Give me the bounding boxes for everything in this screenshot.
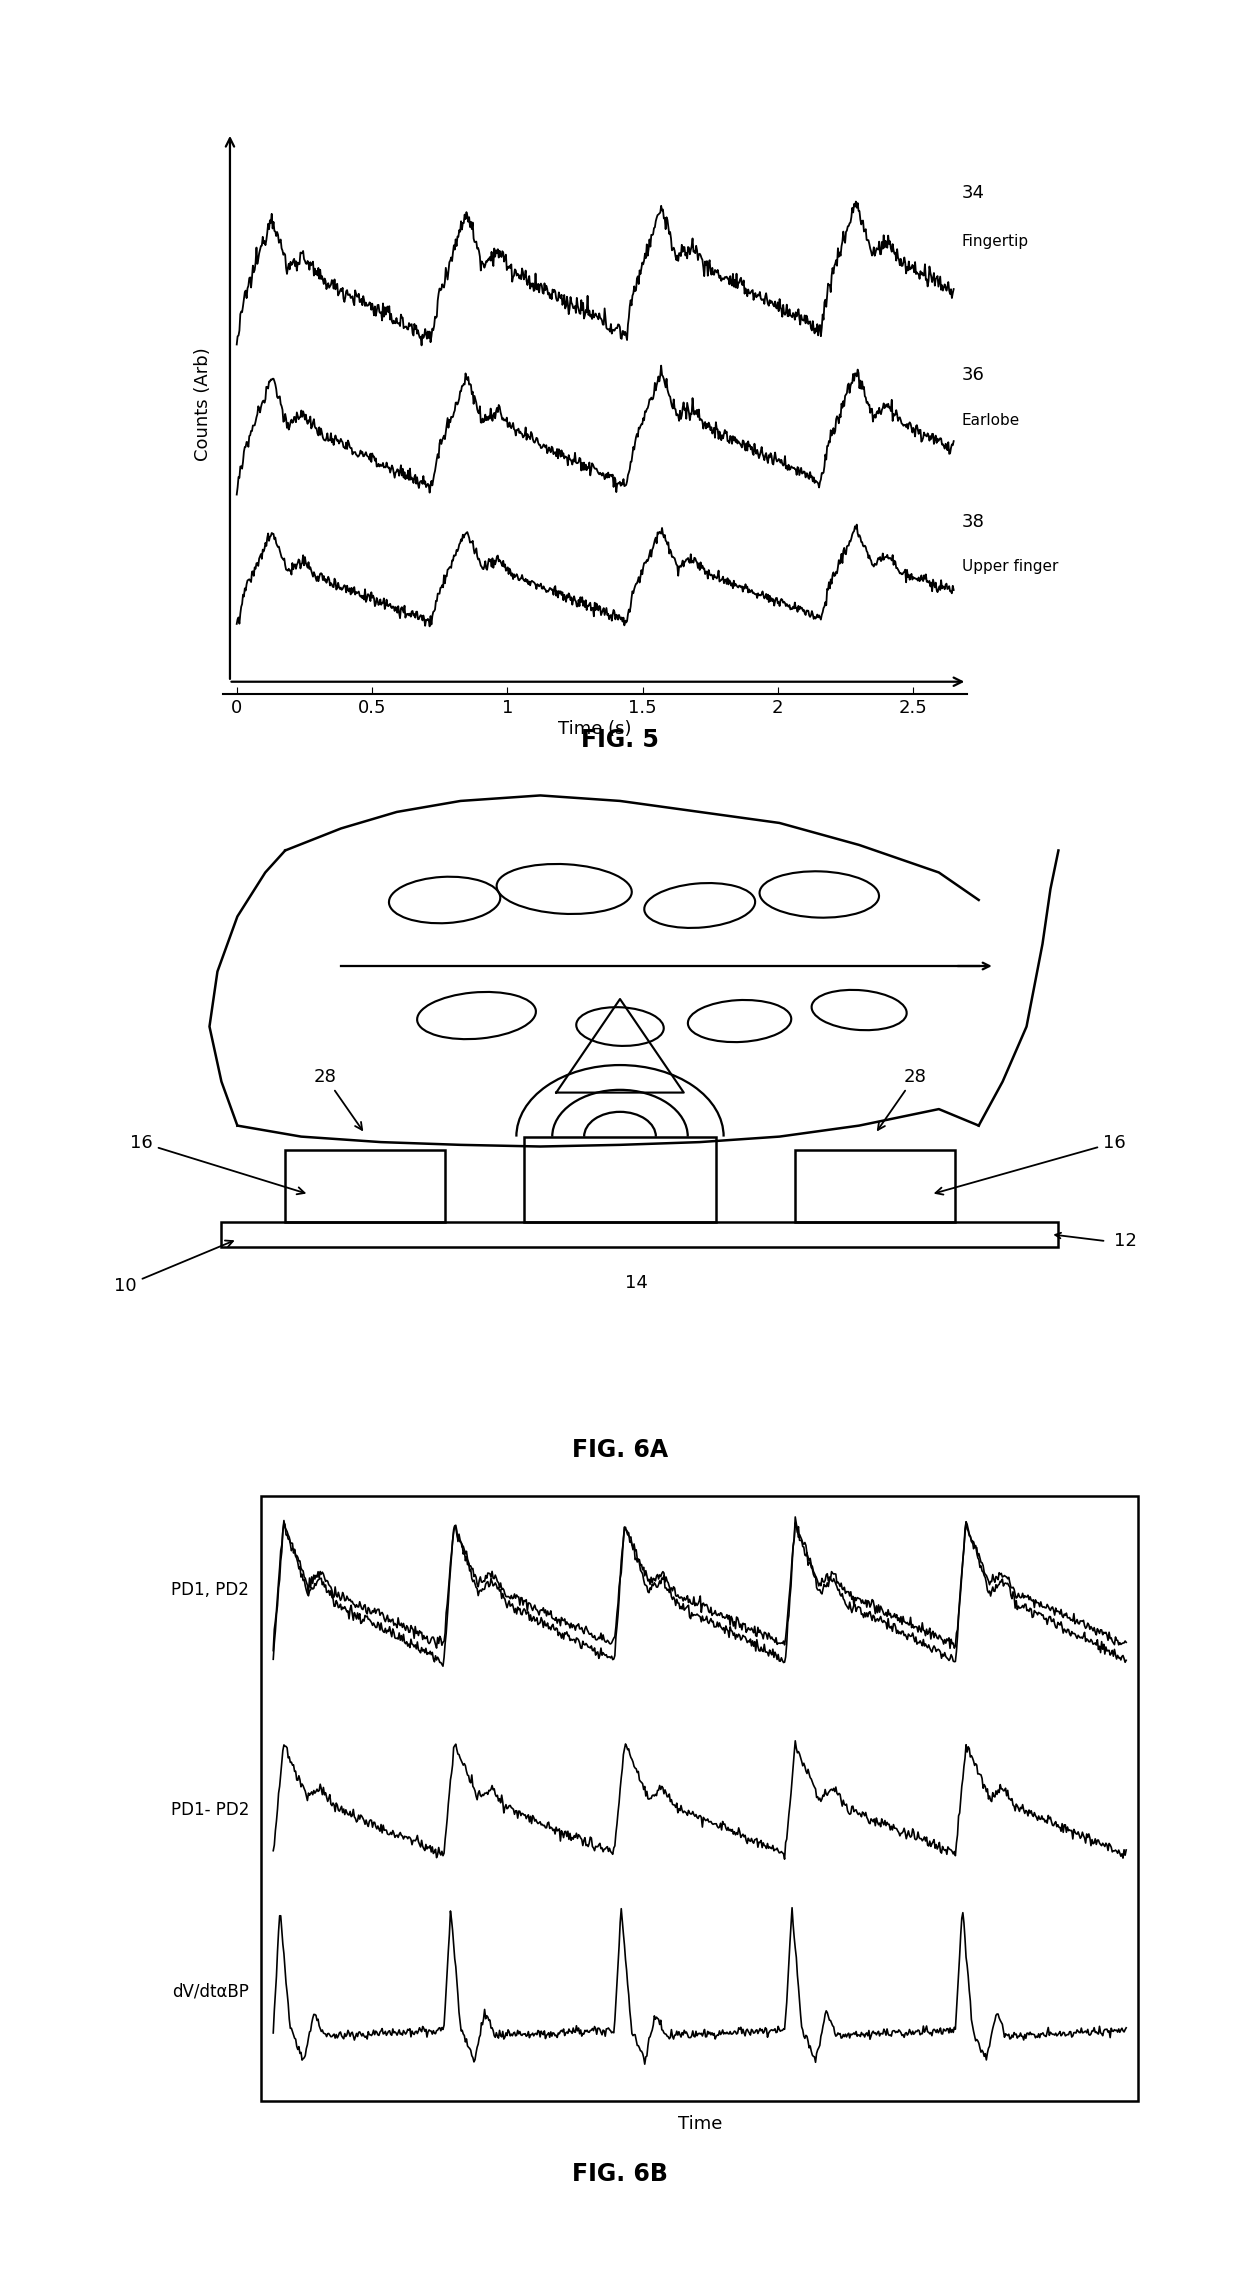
Text: Upper finger: Upper finger	[962, 560, 1058, 574]
Text: PD1, PD2: PD1, PD2	[171, 1580, 249, 1598]
Text: 28: 28	[878, 1068, 926, 1129]
Text: 36: 36	[962, 367, 985, 385]
X-axis label: Time (s): Time (s)	[558, 720, 632, 738]
Text: 38: 38	[962, 512, 985, 531]
Text: Time: Time	[677, 2115, 722, 2134]
Text: Earlobe: Earlobe	[962, 412, 1021, 428]
Text: 14: 14	[625, 1275, 647, 1291]
Text: dV/dtαBP: dV/dtαBP	[172, 1983, 249, 2001]
Y-axis label: Counts (Arb): Counts (Arb)	[195, 348, 212, 460]
Text: 12: 12	[1115, 1232, 1137, 1250]
Text: FIG. 6A: FIG. 6A	[572, 1439, 668, 1462]
Text: 28: 28	[314, 1068, 362, 1129]
Text: FIG. 6B: FIG. 6B	[572, 2163, 668, 2186]
Text: 10: 10	[114, 1241, 233, 1296]
Text: 16: 16	[130, 1134, 305, 1193]
Text: 16: 16	[935, 1134, 1126, 1195]
Text: PD1- PD2: PD1- PD2	[171, 1801, 249, 1819]
Text: 34: 34	[962, 184, 985, 203]
Text: FIG. 5: FIG. 5	[582, 729, 658, 751]
Text: Fingertip: Fingertip	[962, 235, 1029, 248]
